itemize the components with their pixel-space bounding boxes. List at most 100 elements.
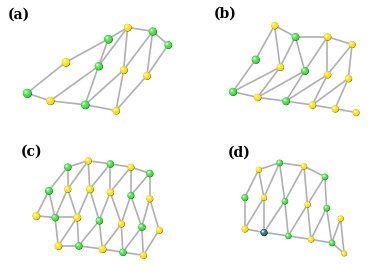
- Circle shape: [144, 73, 149, 78]
- Circle shape: [273, 24, 274, 25]
- Circle shape: [346, 76, 348, 79]
- Circle shape: [156, 227, 162, 234]
- Circle shape: [99, 245, 106, 253]
- Circle shape: [332, 106, 337, 110]
- Circle shape: [157, 228, 160, 230]
- Circle shape: [148, 172, 149, 173]
- Circle shape: [324, 34, 330, 39]
- Circle shape: [338, 216, 343, 221]
- Circle shape: [95, 63, 100, 68]
- Circle shape: [140, 252, 147, 259]
- Circle shape: [278, 64, 281, 68]
- Circle shape: [55, 243, 61, 248]
- Circle shape: [261, 195, 266, 199]
- Circle shape: [324, 206, 327, 209]
- Circle shape: [147, 196, 152, 201]
- Circle shape: [149, 28, 157, 36]
- Circle shape: [122, 68, 123, 70]
- Circle shape: [345, 75, 351, 81]
- Circle shape: [87, 186, 91, 191]
- Circle shape: [75, 242, 82, 249]
- Circle shape: [85, 158, 90, 163]
- Circle shape: [333, 107, 335, 109]
- Circle shape: [107, 160, 113, 167]
- Circle shape: [144, 73, 148, 77]
- Circle shape: [74, 214, 80, 220]
- Circle shape: [332, 106, 336, 110]
- Circle shape: [143, 72, 151, 79]
- Circle shape: [105, 35, 110, 41]
- Circle shape: [127, 192, 134, 198]
- Circle shape: [342, 251, 344, 253]
- Circle shape: [63, 59, 66, 63]
- Circle shape: [64, 186, 71, 193]
- Circle shape: [255, 95, 258, 98]
- Circle shape: [325, 72, 328, 75]
- Circle shape: [324, 205, 330, 211]
- Circle shape: [272, 23, 276, 27]
- Circle shape: [305, 202, 308, 205]
- Text: (a): (a): [8, 8, 30, 22]
- Circle shape: [272, 22, 276, 27]
- Circle shape: [140, 252, 146, 258]
- Circle shape: [120, 249, 127, 256]
- Circle shape: [145, 74, 146, 75]
- Circle shape: [305, 202, 310, 207]
- Circle shape: [85, 158, 91, 163]
- Circle shape: [144, 73, 147, 76]
- Circle shape: [105, 36, 109, 40]
- Circle shape: [109, 191, 110, 192]
- Circle shape: [107, 160, 114, 167]
- Circle shape: [65, 164, 69, 169]
- Circle shape: [120, 66, 127, 73]
- Circle shape: [112, 107, 120, 114]
- Circle shape: [23, 89, 31, 98]
- Circle shape: [96, 217, 103, 225]
- Circle shape: [54, 242, 62, 249]
- Circle shape: [261, 195, 266, 199]
- Circle shape: [241, 194, 248, 201]
- Circle shape: [338, 216, 343, 221]
- Circle shape: [166, 42, 168, 45]
- Circle shape: [98, 219, 99, 220]
- Circle shape: [47, 98, 52, 102]
- Circle shape: [242, 226, 247, 231]
- Circle shape: [261, 229, 267, 235]
- Circle shape: [305, 202, 308, 205]
- Circle shape: [324, 71, 330, 78]
- Circle shape: [301, 67, 308, 74]
- Circle shape: [87, 186, 91, 190]
- Circle shape: [139, 224, 143, 228]
- Circle shape: [324, 206, 328, 210]
- Circle shape: [302, 68, 306, 72]
- Circle shape: [64, 60, 65, 62]
- Circle shape: [156, 227, 161, 232]
- Circle shape: [49, 99, 50, 100]
- Circle shape: [126, 26, 127, 27]
- Circle shape: [330, 241, 332, 243]
- Circle shape: [338, 216, 342, 220]
- Circle shape: [118, 221, 124, 226]
- Circle shape: [147, 196, 150, 199]
- Circle shape: [157, 228, 160, 231]
- Circle shape: [104, 35, 112, 43]
- Circle shape: [286, 234, 289, 236]
- Circle shape: [332, 105, 338, 112]
- Circle shape: [260, 229, 267, 236]
- Circle shape: [326, 73, 327, 74]
- Circle shape: [286, 234, 290, 237]
- Circle shape: [121, 67, 125, 71]
- Circle shape: [65, 187, 69, 190]
- Circle shape: [65, 186, 70, 191]
- Circle shape: [34, 213, 36, 216]
- Circle shape: [305, 202, 307, 205]
- Circle shape: [342, 251, 345, 254]
- Circle shape: [350, 42, 353, 45]
- Circle shape: [96, 218, 100, 222]
- Circle shape: [96, 63, 100, 67]
- Circle shape: [301, 163, 307, 169]
- Circle shape: [308, 237, 313, 242]
- Circle shape: [252, 56, 259, 63]
- Circle shape: [33, 213, 38, 217]
- Circle shape: [349, 41, 355, 47]
